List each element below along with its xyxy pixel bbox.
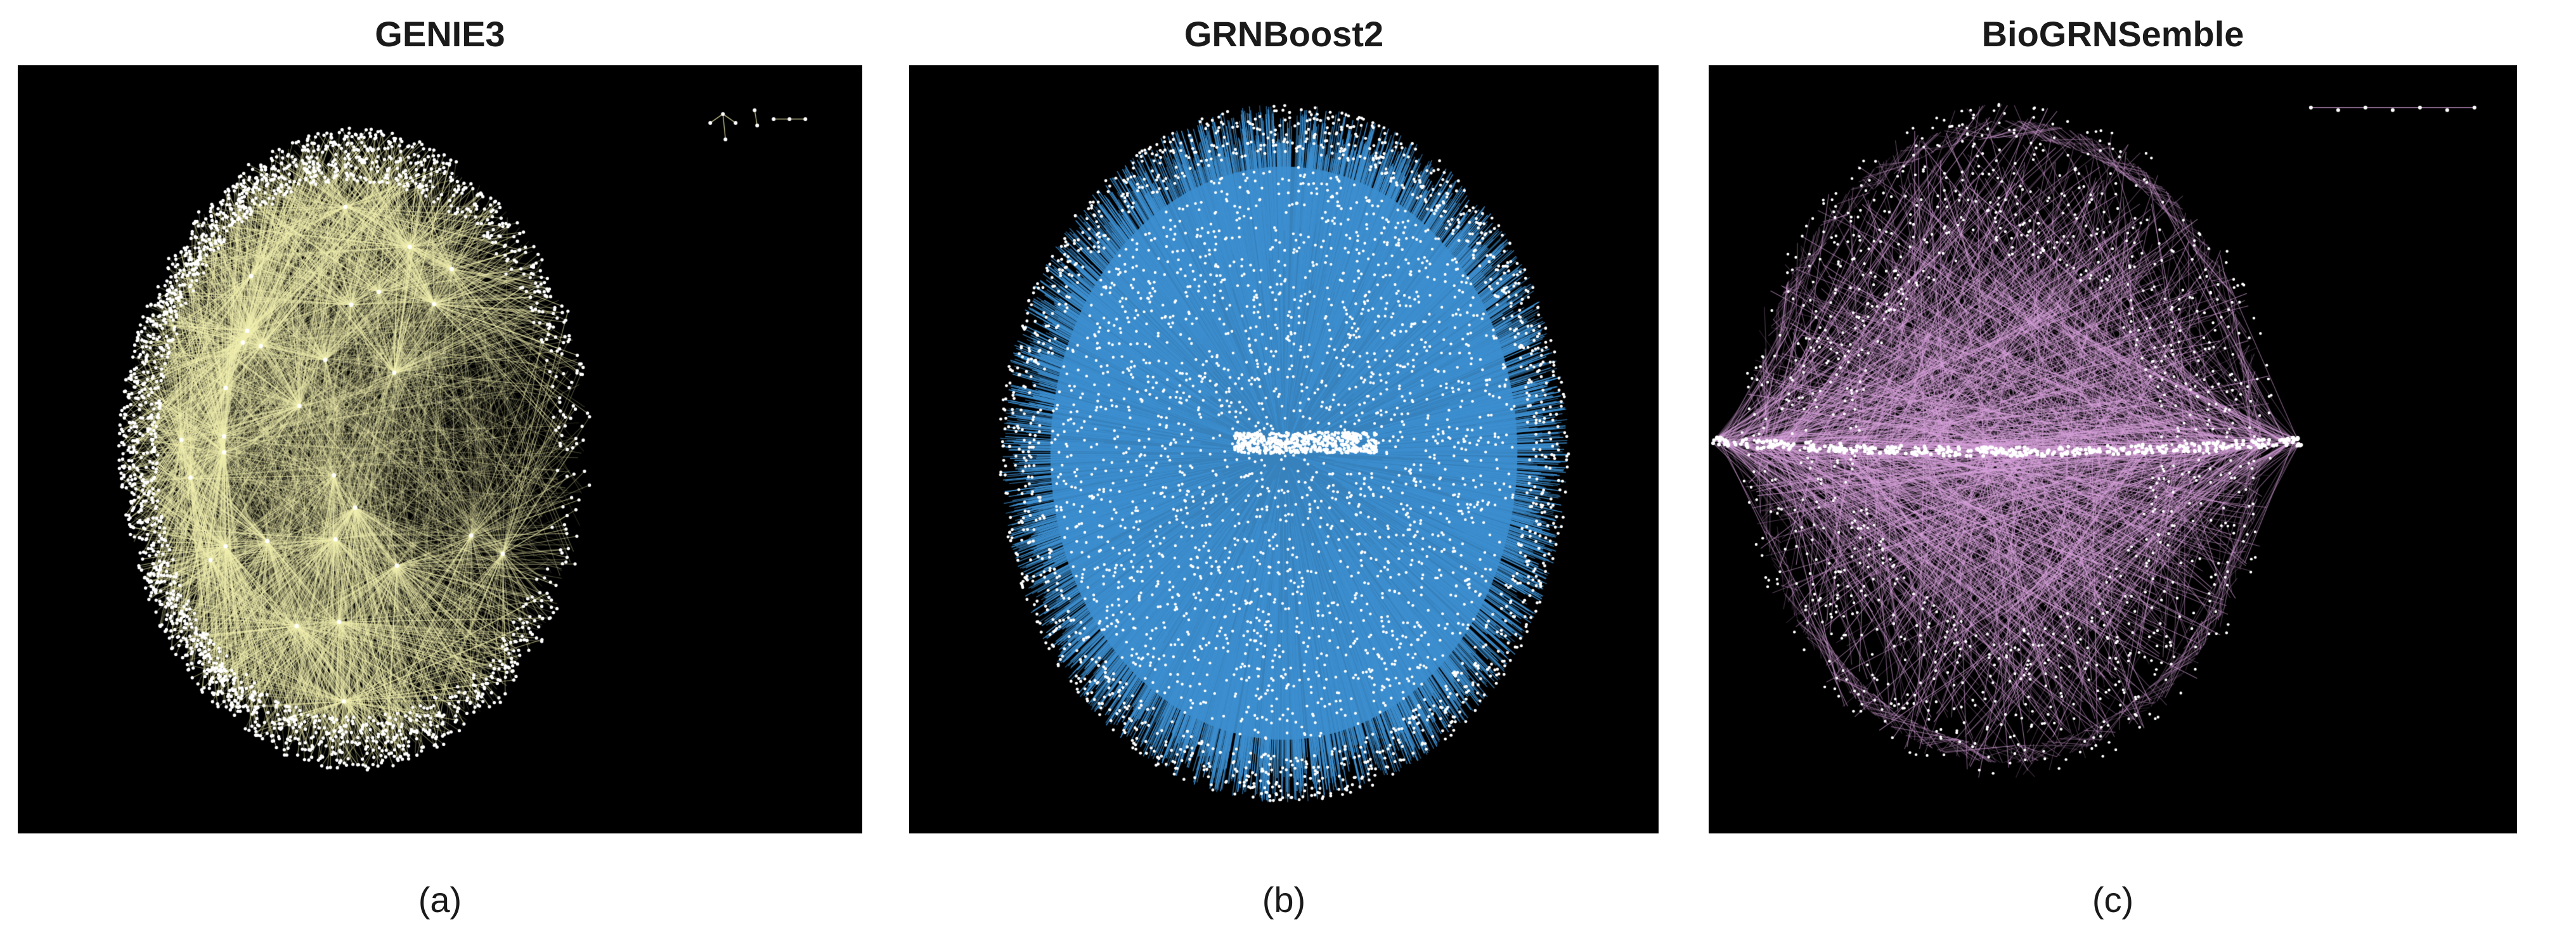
panel-title-biogrnsemble: BioGRNSemble <box>1981 14 2244 54</box>
network-graph-genie3 <box>18 65 862 833</box>
network-graph-biogrnsemble <box>1709 65 2517 833</box>
panel-caption-b: (b) <box>1262 880 1306 920</box>
panel-title-genie3: GENIE3 <box>375 14 505 54</box>
panel-caption-a: (a) <box>418 880 462 920</box>
panel-title-grnboost2: GRNBoost2 <box>1184 14 1384 54</box>
network-graph-grnboost2 <box>909 65 1659 833</box>
network-canvas-biogrnsemble <box>1709 65 2517 833</box>
panel-caption-c: (c) <box>2092 880 2134 920</box>
network-canvas-genie3 <box>18 65 862 833</box>
network-canvas-grnboost2 <box>909 65 1659 833</box>
